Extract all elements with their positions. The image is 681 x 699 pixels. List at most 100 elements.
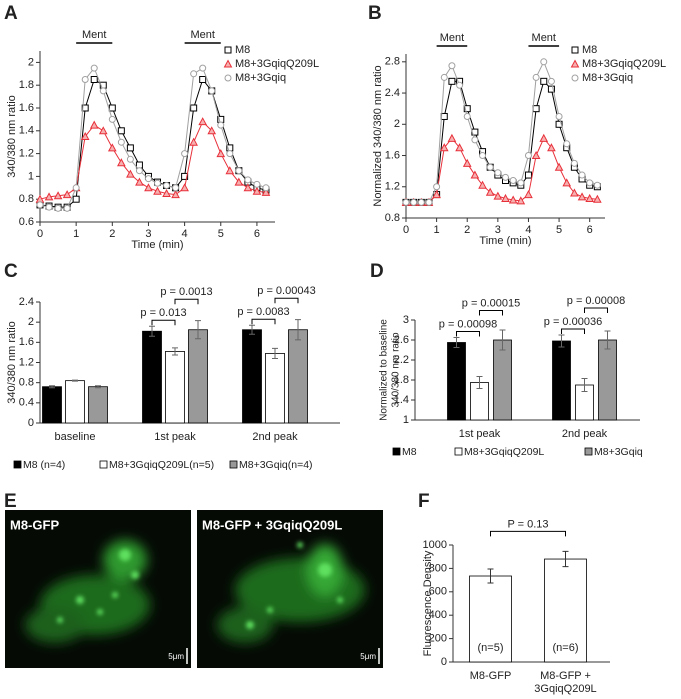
data-point	[90, 64, 98, 72]
data-point	[207, 126, 217, 135]
stimulus-label: Ment	[440, 32, 464, 44]
legend-label: M8+3Gqiq	[582, 72, 633, 84]
bar	[598, 339, 617, 421]
error-bar	[499, 329, 506, 351]
data-point	[563, 140, 571, 148]
data-point	[585, 193, 595, 202]
data-point	[494, 169, 502, 177]
data-point	[107, 143, 117, 152]
data-point	[117, 127, 125, 135]
legend-swatch	[229, 460, 238, 469]
legend-marker	[224, 46, 232, 54]
data-point	[253, 180, 261, 188]
data-point	[547, 143, 556, 152]
p-value: p = 0.00043	[257, 285, 315, 297]
error-bar	[558, 334, 565, 348]
data-point	[126, 144, 134, 152]
data-point	[540, 77, 548, 85]
image-label: M8-GFP + 3GqiqQ209L	[202, 517, 342, 532]
p-value: p = 0.00008	[567, 295, 625, 307]
bar	[142, 330, 162, 424]
significance-bracket	[584, 307, 608, 313]
error-bar	[476, 376, 483, 389]
data-point	[593, 181, 601, 189]
significance-bracket	[274, 297, 299, 304]
series-line	[39, 78, 267, 208]
legend-marker	[570, 59, 580, 68]
y-tick-label: 0.8	[19, 377, 34, 389]
legend-label: M8	[402, 446, 417, 458]
series-line	[39, 120, 267, 200]
p-value: p = 0.013	[140, 307, 186, 319]
x-tick-label: 2nd peak	[562, 428, 608, 440]
data-point	[554, 162, 564, 171]
data-point	[126, 169, 135, 178]
data-point	[524, 171, 532, 179]
data-point	[72, 184, 80, 192]
data-point	[448, 77, 456, 85]
panel-label: B	[368, 3, 382, 24]
legend-swatch	[13, 460, 22, 469]
x-tick-label: 1st peak	[154, 431, 196, 443]
x-tick-label: 2	[109, 228, 115, 240]
data-point	[80, 131, 90, 140]
bar	[469, 575, 512, 663]
panel-label: D	[370, 261, 384, 282]
significance-bracket	[151, 319, 176, 326]
data-point	[555, 112, 563, 120]
y-tick-label: 400	[429, 609, 447, 621]
cell	[25, 540, 150, 643]
data-point	[262, 184, 270, 192]
y-tick-label: 1.8	[394, 374, 409, 386]
y-tick-label: 200	[429, 633, 447, 645]
data-point	[99, 87, 107, 95]
series-line	[39, 67, 267, 209]
n-label: (n=5)	[478, 642, 504, 654]
legend-swatch	[392, 447, 401, 456]
data-point	[181, 172, 189, 180]
y-axis-label: Fluorescence Density	[422, 550, 434, 656]
data-point	[81, 76, 89, 83]
x-tick-label: 1	[434, 224, 440, 236]
bar	[165, 351, 185, 424]
y-tick-label: 2.4	[385, 87, 400, 99]
data-point	[439, 143, 449, 152]
data-point	[486, 163, 494, 171]
bar	[242, 329, 262, 424]
bar	[447, 342, 466, 421]
image-label: M8-GFP	[10, 517, 59, 532]
legend-swatch	[454, 447, 463, 456]
error-bar	[604, 330, 611, 350]
data-point	[144, 183, 153, 192]
data-point	[199, 64, 207, 72]
p-value: p = 0.0083	[237, 306, 289, 318]
data-point	[570, 159, 578, 167]
x-tick-label: 6	[254, 228, 260, 240]
y-tick-label: 2.2	[394, 354, 409, 366]
significance-bracket	[479, 310, 503, 316]
data-point	[135, 161, 143, 169]
data-point	[524, 152, 532, 160]
stimulus-label: Ment	[82, 29, 106, 41]
x-tick-label: M8-GFP +3GqiqQ209L	[534, 670, 596, 695]
bar	[265, 353, 285, 424]
bar	[88, 386, 108, 424]
data-point	[516, 196, 526, 205]
data-point	[479, 152, 487, 160]
data-point	[547, 85, 555, 93]
data-point	[62, 190, 72, 199]
significance-bracket	[174, 298, 199, 305]
data-point	[36, 201, 44, 209]
significance-bracket	[490, 530, 566, 537]
error-bar	[453, 337, 460, 348]
data-point	[216, 149, 226, 158]
error-bar	[49, 385, 55, 389]
panel-label: C	[4, 261, 18, 282]
data-point	[108, 104, 116, 112]
legend-label: M8	[582, 44, 597, 56]
y-tick-label: 0.8	[385, 212, 400, 224]
significance-bracket	[251, 318, 276, 325]
data-point	[225, 166, 235, 175]
puncta	[246, 542, 343, 629]
legend-label: M8 (n=4)	[23, 459, 65, 471]
